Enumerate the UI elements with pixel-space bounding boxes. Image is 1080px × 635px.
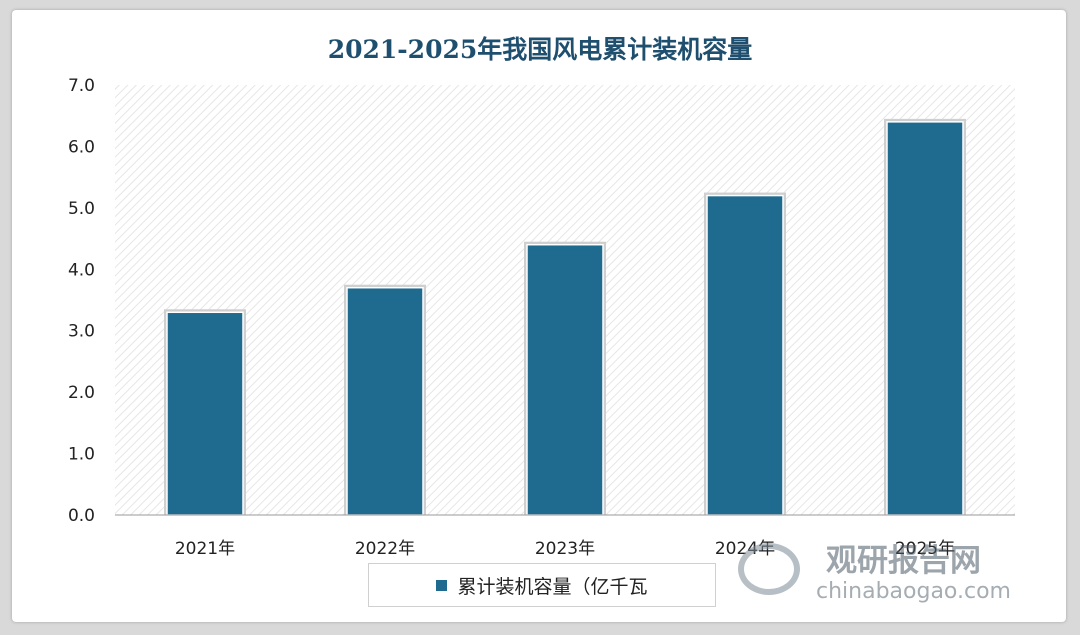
y-tick-label: 0.0 [68, 506, 95, 526]
legend-label: 累计装机容量（亿千瓦 [457, 575, 648, 598]
y-tick-label: 5.0 [68, 199, 95, 219]
y-tick-label: 6.0 [68, 137, 95, 157]
bar [706, 194, 784, 516]
x-tick-label: 2024年 [715, 539, 775, 559]
x-tick-label: 2023年 [535, 539, 595, 559]
legend: 累计装机容量（亿千瓦 [368, 563, 716, 607]
y-tick-label: 1.0 [68, 445, 95, 465]
bar [166, 311, 244, 516]
y-tick-label: 7.0 [68, 76, 95, 96]
chart-title: 2021-2025年我国风电累计装机容量 [327, 35, 753, 64]
y-tick-label: 4.0 [68, 260, 95, 280]
y-tick-label: 3.0 [68, 322, 95, 342]
y-tick-label: 2.0 [68, 383, 95, 403]
bar [886, 121, 964, 516]
bar [346, 286, 424, 516]
legend-swatch [436, 579, 448, 591]
x-tick-label: 2025年 [895, 539, 955, 559]
bar [526, 243, 604, 516]
x-tick-label: 2022年 [355, 539, 415, 559]
x-tick-label: 2021年 [175, 539, 235, 559]
